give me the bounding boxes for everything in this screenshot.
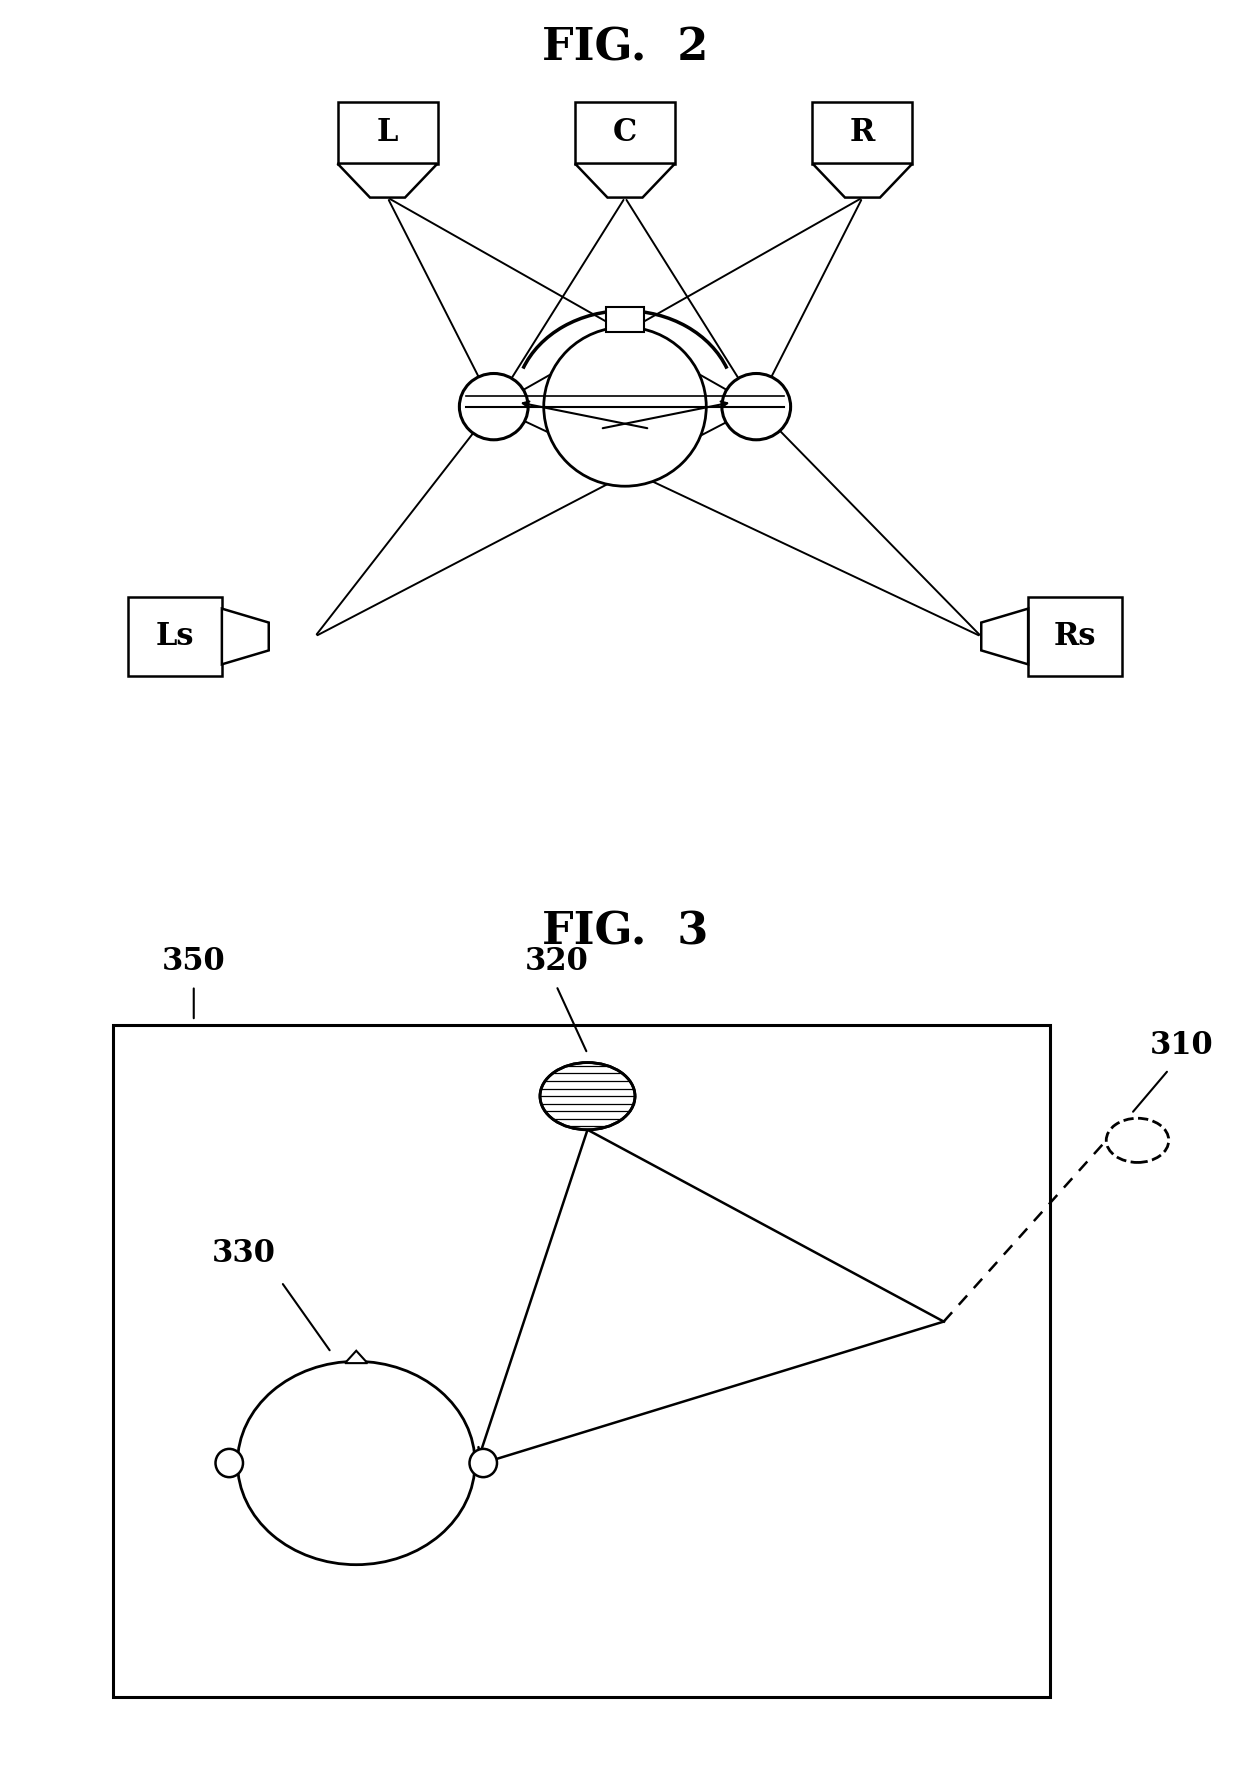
Text: 320: 320 [525, 946, 589, 976]
Bar [1028, 596, 1122, 675]
Ellipse shape [544, 327, 706, 486]
Polygon shape [222, 608, 269, 665]
Text: 310: 310 [1150, 1029, 1212, 1061]
Text: Rs: Rs [1054, 621, 1096, 652]
Ellipse shape [215, 1450, 242, 1478]
Text: R: R [850, 117, 875, 149]
Polygon shape [981, 608, 1028, 665]
Bar [112, 1025, 1050, 1697]
Text: Ls: Ls [156, 621, 194, 652]
Text: 330: 330 [211, 1238, 276, 1269]
Text: FIG.  2: FIG. 2 [541, 27, 709, 69]
Text: C: C [612, 117, 638, 149]
Polygon shape [338, 163, 437, 198]
Text: L: L [376, 117, 399, 149]
Bar [338, 101, 437, 163]
Ellipse shape [722, 373, 791, 440]
Bar [812, 101, 912, 163]
Polygon shape [345, 1351, 368, 1363]
Polygon shape [812, 163, 912, 198]
Bar [575, 101, 675, 163]
Ellipse shape [460, 373, 529, 440]
Polygon shape [575, 163, 675, 198]
Circle shape [1106, 1117, 1169, 1163]
Text: 350: 350 [162, 946, 225, 976]
Ellipse shape [238, 1361, 475, 1565]
Bar [129, 596, 222, 675]
Bar [606, 308, 644, 331]
Circle shape [540, 1063, 635, 1130]
Text: FIG.  3: FIG. 3 [541, 911, 709, 953]
Ellipse shape [470, 1450, 498, 1478]
